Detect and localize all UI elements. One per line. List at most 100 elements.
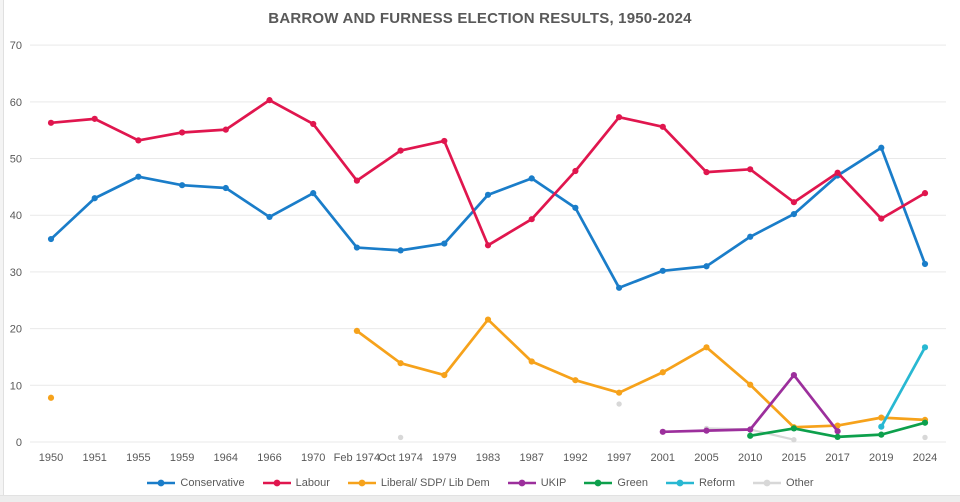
data-point-conservative-oct-1974 [397,247,404,254]
chart-title: BARROW AND FURNESS ELECTION RESULTS, 195… [268,10,692,27]
x-axis-label-1966: 1966 [257,452,281,464]
x-axis-label-2015: 2015 [782,452,806,464]
data-point-ukip-2010 [747,426,754,433]
data-point-conservative-1997 [616,284,623,291]
data-point-labour-2015 [790,199,798,206]
legend-item-other: Other [752,477,814,489]
data-point-labour-1951 [91,115,98,122]
data-point-ukip-2001 [659,428,666,435]
x-axis-label-1970: 1970 [301,452,325,464]
left-window-edge [0,0,4,502]
legend-label-ukip: UKIP [540,477,567,489]
legend: Conservative Labour Liberal/ SDP/ Lib Dem U… [0,477,960,489]
legend-marker-reform-icon [665,479,694,487]
bottom-window-edge [0,495,960,502]
data-point-reform-2019 [878,423,885,430]
data-point-ukip-2005 [703,427,710,434]
series-line-conservative [49,146,927,290]
data-point-labour-2019 [878,215,885,222]
x-axis-label-1950: 1950 [39,452,63,464]
data-point-labour-1979 [441,137,448,145]
data-point-liberal-sdp-lib-dem-2010 [747,381,754,388]
data-point-liberal-sdp-lib-dem-1987 [528,358,535,365]
legend-dot-reform [676,479,684,487]
x-axis-label-1987: 1987 [519,452,543,464]
data-point-conservative-2015 [790,211,798,218]
x-axis-label-2010: 2010 [738,452,762,464]
y-tick-label-60: 60 [10,97,22,109]
data-point-liberal-sdp-lib-dem-feb-1974 [353,327,360,334]
data-point-conservative-1979 [441,240,448,247]
x-axis-label-1997: 1997 [607,452,631,464]
x-axis-label-2019: 2019 [869,452,893,464]
data-point-labour-1987 [528,216,535,223]
data-point-conservative-feb-1974 [353,244,360,251]
data-point-liberal-sdp-lib-dem-oct-1974 [397,360,404,367]
legend-item-ukip: UKIP [507,477,567,489]
y-tick-label-50: 50 [10,154,22,166]
legend-dot-liberal-sdp-lib-dem [358,479,366,487]
legend-label-reform: Reform [698,477,736,489]
data-point-labour-1997 [616,114,623,121]
data-point-green-2024 [921,419,929,426]
data-point-labour-1966 [266,97,273,104]
data-point-conservative-2010 [747,233,754,240]
y-tick-label-70: 70 [10,40,22,52]
x-axis-label-1983: 1983 [476,452,500,464]
x-axis-label-1992: 1992 [563,452,587,464]
x-axis-label-1964: 1964 [214,452,238,464]
legend-marker-conservative-icon [147,479,176,487]
data-point-conservative-1992 [572,204,579,211]
data-point-other-oct-1974 [397,434,404,441]
data-point-conservative-2019 [878,144,885,151]
x-axis-label-feb-1974: Feb 1974 [334,452,380,464]
data-point-liberal-sdp-lib-dem-1992 [572,377,579,384]
data-point-conservative-2024 [921,260,929,268]
legend-marker-liberal-sdp-lib-dem-icon [347,479,376,487]
series-line-liberal-sdp-lib-dem [355,318,927,429]
legend-dot-other [763,479,771,487]
x-axis-label-2017: 2017 [825,452,849,464]
data-point-labour-2005 [703,169,710,176]
legend-item-conservative: Conservative [146,477,245,489]
legend-label-labour: Labour [295,477,330,489]
data-point-conservative-1966 [266,213,273,221]
data-point-labour-1959 [179,129,186,136]
data-point-labour-2024 [921,190,929,197]
data-point-liberal-sdp-lib-dem-2019 [878,414,885,421]
data-point-conservative-1964 [222,184,229,192]
y-tick-label-0: 0 [16,437,22,449]
series-line-labour [49,98,927,247]
data-point-ukip-2017 [834,428,841,435]
legend-dot-conservative [158,479,165,487]
legend-marker-labour-icon [262,479,291,487]
data-point-conservative-2005 [703,263,710,270]
data-point-labour-2010 [747,166,754,173]
data-point-liberal-sdp-lib-dem-2005 [703,344,710,351]
legend-marker-ukip-icon [507,479,536,487]
legend-dot-ukip [518,479,526,487]
data-point-conservative-2001 [659,267,666,274]
x-axis-label-1955: 1955 [126,452,150,464]
y-tick-label-20: 20 [10,324,22,336]
x-axis-label-2005: 2005 [694,452,718,464]
data-point-liberal-sdp-lib-dem-1950 [47,394,55,401]
data-point-conservative-1970 [310,190,317,197]
data-point-liberal-sdp-lib-dem-1997 [616,389,623,396]
plot-area: 0 10 20 30 40 50 60 70 1950 1951 1955 1959 1964 1966 1… [10,40,946,464]
data-point-labour-oct-1974 [397,147,404,154]
legend-marker-other-icon [753,479,782,487]
x-axis-label-2024: 2024 [913,452,937,464]
data-point-labour-2017 [834,169,841,176]
x-axis-label-oct-1974: Oct 1974 [378,452,423,464]
legend-label-conservative: Conservative [180,477,245,489]
data-point-reform-2024 [921,344,929,351]
legend-item-green: Green [583,477,648,489]
data-point-other-1997 [616,401,622,407]
data-point-conservative-1983 [484,191,492,198]
data-point-other-2015 [791,437,797,443]
legend-label-green: Green [617,477,648,489]
legend-marker-green-icon [584,479,613,487]
legend-item-liberal-sdp-lib-dem: Liberal/ SDP/ Lib Dem [347,477,490,489]
